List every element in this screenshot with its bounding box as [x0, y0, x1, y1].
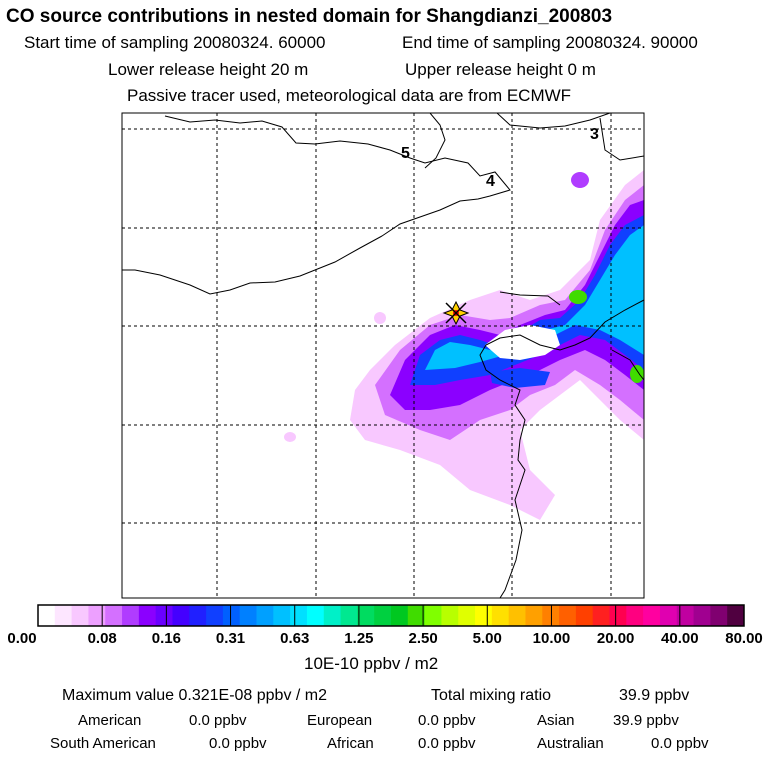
american-value: 0.0 ppbv — [189, 712, 247, 729]
african-value: 0.0 ppbv — [418, 735, 476, 752]
region-label-4: 4 — [486, 173, 495, 190]
region-label-5: 5 — [401, 145, 410, 162]
european-value: 0.0 ppbv — [418, 712, 476, 729]
upper-release-height: Upper release height 0 m — [405, 60, 596, 79]
maximum-value: Maximum value 0.321E-08 ppbv / m2 — [62, 687, 328, 704]
colorbar-tick-label: 2.50 — [408, 630, 438, 647]
plume-core-blue — [410, 215, 644, 385]
south-american-label: South American — [50, 735, 156, 752]
receptor-site-marker — [442, 300, 470, 326]
start-time: Start time of sampling 20080324. 60000 — [24, 33, 326, 52]
american-label: American — [78, 712, 142, 729]
african-label: African — [327, 735, 374, 752]
colorbar-tick-label: 40.00 — [661, 630, 699, 647]
map-frame — [121, 112, 645, 599]
boundaries — [122, 113, 644, 598]
plume-layer — [284, 170, 644, 520]
colorbar-tick-label: 80.00 — [725, 630, 763, 647]
hotspot-edge — [630, 365, 644, 383]
colorbar-unit: 10E-10 ppbv / m2 — [304, 654, 439, 673]
colorbar-tick-label: 5.00 — [472, 630, 502, 647]
bohai-sea — [485, 325, 560, 360]
end-time: End time of sampling 20080324. 90000 — [402, 33, 698, 52]
plume-blob-north — [571, 172, 589, 188]
colorbar-tick-label: 0.16 — [151, 630, 181, 647]
colorbar-tick-label: 0.63 — [280, 630, 310, 647]
total-mixing-ratio-value: 39.9 ppbv — [619, 687, 690, 704]
colorbar-tick-label: 20.00 — [596, 630, 635, 647]
page-title: CO source contributions in nested domain… — [6, 6, 613, 27]
lower-release-height: Lower release height 20 m — [108, 60, 309, 79]
total-mixing-ratio-label: Total mixing ratio — [431, 687, 552, 704]
south-american-value: 0.0 ppbv — [209, 735, 267, 752]
colorbar-tick-label: 0.31 — [215, 630, 246, 647]
colorbar-tick-label: 1.25 — [344, 630, 374, 647]
plume-blob-west — [374, 312, 386, 324]
asian-value: 39.9 ppbv — [613, 712, 679, 729]
plume-blob-southwest — [284, 432, 296, 442]
graticule — [122, 113, 644, 598]
region-label-3: 3 — [590, 126, 599, 143]
asian-label: Asian — [537, 712, 575, 729]
colorbar-tick-label: 0.08 — [87, 630, 117, 647]
hotspot-east — [569, 290, 587, 304]
european-label: European — [307, 712, 373, 729]
met-data-note: Passive tracer used, meteorological data… — [127, 86, 572, 105]
australian-label: Australian — [537, 735, 604, 752]
colorbar-tick-label: 0.00 — [7, 630, 37, 647]
australian-value: 0.0 ppbv — [651, 735, 709, 752]
colorbar-tick-label: 10.00 — [532, 630, 571, 647]
